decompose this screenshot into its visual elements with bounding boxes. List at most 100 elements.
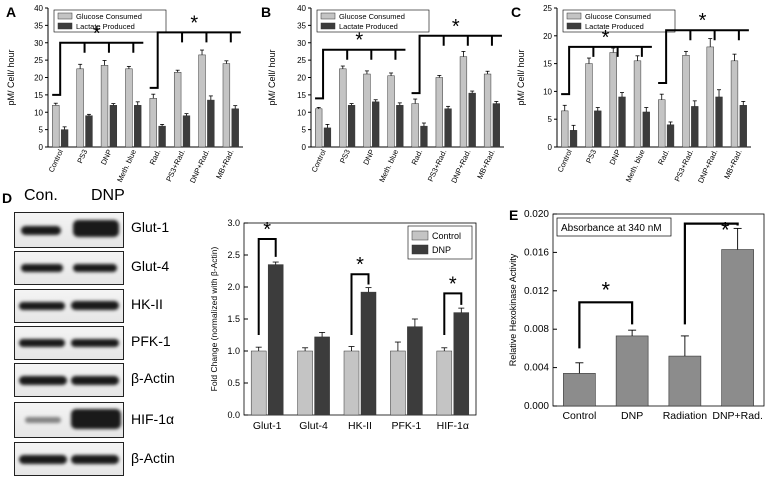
bar-B-glucose bbox=[459, 56, 468, 148]
star-1-A: * bbox=[93, 23, 101, 45]
y-tick-label-B: 10 bbox=[297, 108, 306, 117]
bar-A-glucose bbox=[173, 72, 182, 148]
bar-A-glucose bbox=[149, 98, 157, 148]
star-2-B: * bbox=[452, 16, 460, 38]
x-tick-label-B: Rad. bbox=[410, 148, 425, 166]
bracket-2-legs-C bbox=[689, 30, 740, 41]
y-tick-label-B: 35 bbox=[297, 21, 306, 30]
y-tick-label-C: 5 bbox=[548, 115, 553, 124]
x-tick-label-A: Rad. bbox=[148, 148, 163, 166]
bracket-E-0 bbox=[578, 301, 634, 349]
panel-letter-A: A bbox=[6, 4, 16, 20]
bar-B-lactate bbox=[492, 103, 500, 148]
bar-D-control bbox=[297, 350, 313, 416]
bar-B-glucose bbox=[435, 77, 443, 148]
bar-D-dnp bbox=[314, 336, 330, 416]
legend-swatch-dnp-D bbox=[411, 244, 429, 255]
blot-hif1a bbox=[14, 402, 124, 438]
legend-box-C bbox=[562, 9, 676, 33]
bracket-D-1 bbox=[350, 273, 370, 335]
star-2-C: * bbox=[699, 10, 707, 32]
y-tick-label-D: 2.0 bbox=[227, 282, 240, 292]
bracket-2-B bbox=[411, 34, 502, 95]
bar-D-dnp bbox=[360, 291, 377, 416]
blot-glut4 bbox=[14, 251, 124, 285]
bar-B-lactate bbox=[323, 127, 332, 148]
legend-box-A bbox=[53, 9, 167, 33]
legend-label-glucose-C: Glucose Consumed bbox=[585, 12, 651, 21]
legend-label-lactate-B: Lactate Produced bbox=[339, 22, 398, 31]
legend-box-B bbox=[316, 9, 430, 33]
bracket-D-0 bbox=[257, 238, 277, 335]
y-tick-label-D: 1.0 bbox=[227, 346, 240, 356]
x-tick-label-A: PS3 bbox=[75, 148, 89, 165]
x-tick-label-B: PS3 bbox=[338, 148, 352, 165]
bar-E bbox=[615, 335, 649, 407]
star-1-C: * bbox=[602, 27, 610, 49]
x-tick-label-A: MB+Rad. bbox=[214, 148, 235, 180]
bar-B-glucose bbox=[411, 103, 419, 148]
y-tick-label-C: 15 bbox=[543, 60, 552, 69]
bar-B-lactate bbox=[420, 125, 428, 148]
y-tick-label-E: 0.008 bbox=[524, 324, 549, 335]
bar-B-glucose bbox=[387, 75, 395, 148]
x-tick-label-B: PS3+Rad. bbox=[426, 148, 449, 183]
bar-A-lactate bbox=[60, 129, 69, 148]
legend-label-glucose-A: Glucose Consumed bbox=[76, 12, 142, 21]
y-tick-label-E: 0.012 bbox=[524, 286, 549, 297]
star-E-0: * bbox=[601, 277, 610, 302]
bar-C-lactate bbox=[594, 110, 602, 148]
panel-letter-D: D bbox=[2, 190, 12, 206]
y-tick-label-E: 0.016 bbox=[524, 247, 549, 258]
legend-label-control-D: Control bbox=[432, 231, 461, 241]
bar-B-lactate bbox=[444, 108, 452, 148]
legend-swatch-glucose-B bbox=[320, 12, 336, 20]
x-tick-label-C: Control bbox=[556, 148, 575, 174]
x-tick-label-A: Control bbox=[47, 148, 66, 174]
bar-B-lactate bbox=[347, 105, 356, 148]
blot-glut1 bbox=[14, 212, 124, 248]
blot-label-glut1: Glut-1 bbox=[131, 219, 170, 235]
x-tick-label-D: Glut-1 bbox=[253, 420, 282, 432]
y-tick-label-B: 20 bbox=[297, 74, 306, 83]
blot-pfk1 bbox=[14, 326, 124, 360]
y-tick-label-A: 35 bbox=[34, 21, 43, 30]
bar-A-lactate bbox=[231, 108, 239, 148]
x-tick-label-A: DNP bbox=[99, 148, 114, 166]
bar-C-lactate bbox=[569, 130, 578, 148]
x-tick-label-A: PS3+Rad. bbox=[164, 148, 187, 183]
x-tick-label-B: Control bbox=[309, 148, 328, 174]
bar-C-lactate bbox=[715, 96, 723, 148]
panel-letter-B: B bbox=[261, 4, 271, 20]
x-tick-label-D: HK-II bbox=[348, 420, 372, 432]
chart-title-E: Absorbance at 340 nM bbox=[561, 223, 662, 234]
x-tick-label-A: DNP+Rad. bbox=[188, 148, 211, 184]
bar-C-glucose bbox=[561, 110, 569, 148]
bar-C-glucose bbox=[730, 60, 739, 148]
bracket-1-A bbox=[52, 41, 144, 96]
bar-A-glucose bbox=[222, 63, 231, 148]
blot-lane-con: Con. bbox=[24, 187, 58, 204]
y-tick-label-A: 20 bbox=[34, 74, 43, 83]
legend-label-glucose-B: Glucose Consumed bbox=[339, 12, 405, 21]
star-E-1: * bbox=[721, 218, 730, 243]
panel-letter-C: C bbox=[511, 4, 521, 20]
y-tick-label-A: 25 bbox=[34, 56, 43, 65]
y-tick-label-C: 25 bbox=[543, 4, 552, 13]
bar-D-dnp bbox=[267, 264, 284, 416]
bar-B-glucose bbox=[339, 68, 347, 148]
y-tick-label-A: 30 bbox=[34, 39, 43, 48]
bar-A-lactate bbox=[109, 105, 118, 148]
bar-D-control bbox=[390, 350, 406, 416]
bar-B-lactate bbox=[396, 105, 404, 148]
bar-A-lactate bbox=[207, 99, 215, 148]
blot-label-hif1a: HIF-1α bbox=[131, 411, 175, 427]
bar-D-control bbox=[250, 350, 267, 416]
bar-B-glucose bbox=[363, 73, 371, 148]
bar-B-glucose bbox=[483, 73, 492, 148]
y-tick-label-A: 10 bbox=[34, 108, 43, 117]
bracket-2-legs-B bbox=[442, 35, 493, 46]
legend-label-lactate-A: Lactate Produced bbox=[76, 22, 135, 31]
y-tick-label-A: 40 bbox=[34, 4, 43, 13]
